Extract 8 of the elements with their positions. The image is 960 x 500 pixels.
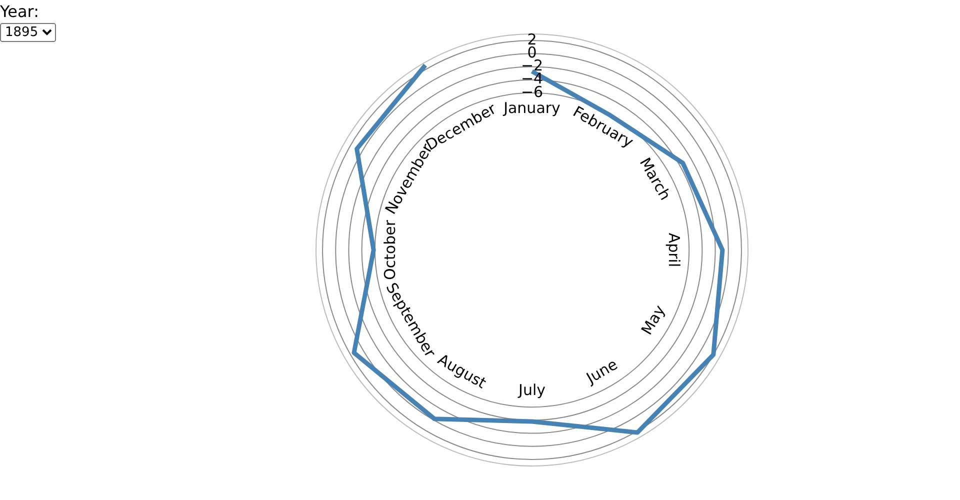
spoke-label: June (582, 355, 621, 388)
text: Year: (0, 2, 40, 21)
year-select: 1895 (0, 23, 56, 42)
spoke-label: July (518, 380, 546, 399)
y-tick-label: −6 (520, 82, 544, 101)
spoke-label: October (380, 219, 399, 280)
spoke-label: April (665, 232, 684, 268)
spoke-label: January (502, 98, 561, 117)
